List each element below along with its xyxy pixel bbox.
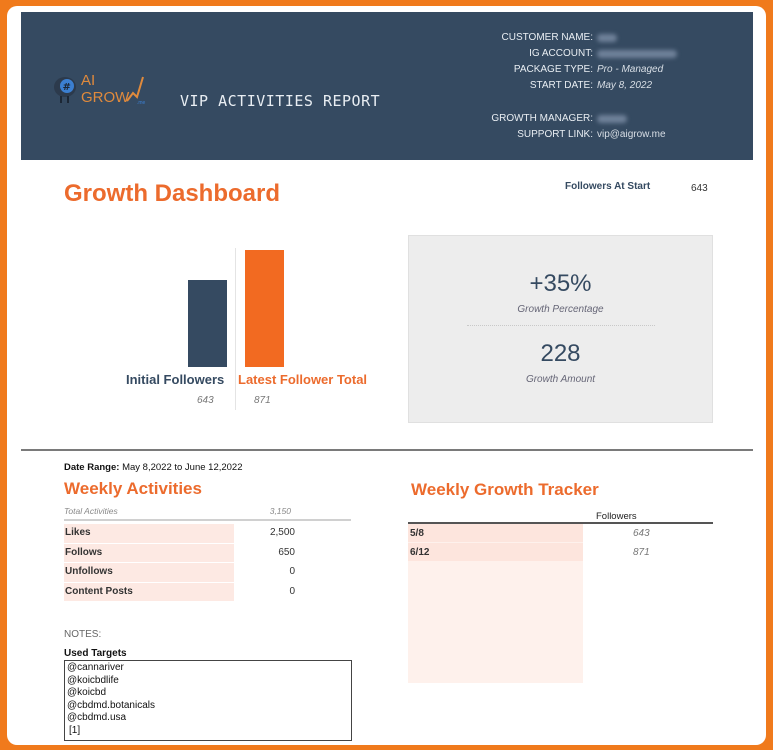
row-bg — [408, 543, 583, 561]
tracker-header: Followers — [408, 510, 713, 524]
report-title: VIP ACTIVITIES REPORT — [180, 92, 381, 110]
target-item: @koicbd — [67, 687, 107, 699]
target-item: @cbdmd.botanicals — [67, 699, 155, 711]
growth-percentage-label: Growth Percentage — [517, 304, 604, 315]
total-activities-label: Total Activities — [64, 506, 118, 516]
bar-initial-followers — [188, 280, 227, 367]
total-activities-value: 3,150 — [269, 506, 291, 516]
followers-at-start-value: 643 — [691, 183, 708, 194]
info-label: START DATE: — [529, 80, 593, 91]
activity-value: 2,500 — [269, 527, 295, 538]
chart-divider — [235, 248, 236, 410]
growth-amount: 228 — [540, 340, 581, 367]
target-item: @cannariver — [67, 662, 124, 673]
date-range-value: May 8,2022 to June 12,2022 — [122, 462, 243, 473]
info-ig-account: IG ACCOUNT: — [451, 48, 751, 62]
report-page: # AI GROW .me VIP ACTIVITIES REPORT CUST… — [7, 6, 766, 745]
bar-value-initial: 643 — [197, 395, 214, 406]
growth-percentage: +35% — [529, 270, 592, 297]
logo-suffix: .me — [137, 100, 146, 106]
weekly-growth-tracker-title: Weekly Growth Tracker — [411, 480, 599, 499]
activity-label: Unfollows — [64, 563, 234, 582]
section-divider — [21, 449, 753, 451]
activity-label: Content Posts — [64, 582, 234, 601]
info-value: Pro - Managed — [597, 64, 664, 75]
table-row: Content Posts 0 — [64, 582, 351, 603]
weekly-activities-title: Weekly Activities — [64, 479, 202, 498]
activity-value: 0 — [289, 585, 295, 597]
table-row: 5/8 643 — [408, 524, 713, 543]
growth-amount-label: Growth Amount — [525, 374, 596, 385]
tracker-date: 5/8 — [410, 528, 424, 539]
logo-text-grow: GROW — [81, 89, 130, 106]
info-label: PACKAGE TYPE: — [513, 64, 593, 75]
growth-tracker-table: Followers 5/8 643 6/12 871 — [408, 510, 713, 683]
bar-latest-followers — [245, 250, 284, 367]
support-email-link[interactable]: vip@aigrow.me — [597, 129, 666, 140]
date-range: Date Range: May 8,2022 to June 12,2022 — [64, 462, 243, 473]
activity-value: 0 — [289, 566, 295, 577]
info-growth-manager: GROWTH MANAGER: — [451, 113, 751, 127]
tracker-followers: 871 — [633, 547, 650, 558]
redacted-value — [597, 115, 627, 123]
redacted-value — [597, 50, 677, 58]
table-row: Follows 650 — [64, 543, 351, 564]
row-bg — [408, 524, 583, 542]
bar-label-latest: Latest Follower Total — [238, 372, 368, 387]
activities-table: Likes 2,500 Follows 650 Unfollows 0 Cont… — [64, 524, 351, 602]
growth-stats-box: +35% Growth Percentage 228 Growth Amount — [408, 235, 713, 423]
activity-label: Follows — [64, 543, 234, 562]
total-activities-row: Total Activities 3,150 — [64, 505, 351, 521]
svg-text:#: # — [63, 82, 71, 93]
tracker-followers: 643 — [633, 528, 650, 539]
target-item: @koicbdlife — [67, 674, 119, 686]
info-label: IG ACCOUNT: — [529, 48, 593, 59]
target-item: [1] — [69, 724, 81, 736]
activity-value: 650 — [278, 546, 295, 558]
info-value: May 8, 2022 — [597, 80, 653, 91]
info-label: SUPPORT LINK: — [517, 129, 593, 140]
info-label: CUSTOMER NAME: — [501, 32, 594, 43]
notes-label: NOTES: — [64, 629, 102, 640]
table-row: Unfollows 0 — [64, 563, 351, 583]
brain-hashtag-icon: # AI GROW .me — [54, 72, 146, 106]
stats-divider — [467, 325, 655, 326]
date-range-label: Date Range: — [64, 462, 120, 473]
report-header: # AI GROW .me VIP ACTIVITIES REPORT CUST… — [21, 12, 753, 160]
info-start-date: START DATE: May 8, 2022 — [451, 80, 751, 94]
aigrow-logo: # AI GROW .me — [51, 69, 151, 109]
used-targets-label: Used Targets — [64, 648, 127, 659]
redacted-value — [597, 34, 617, 42]
target-item: @cbdmd.usa — [67, 712, 127, 724]
tracker-date: 6/12 — [410, 547, 430, 558]
used-targets-box: @cannariver @koicbdlife @koicbd @cbdmd.b… — [64, 660, 352, 741]
info-package-type: PACKAGE TYPE: Pro - Managed — [451, 64, 751, 78]
info-customer-name: CUSTOMER NAME: — [451, 32, 751, 46]
bar-label-initial: Initial Followers — [126, 372, 225, 387]
activity-label: Likes — [64, 524, 234, 543]
logo-text-ai: AI — [81, 72, 95, 89]
followers-column-header: Followers — [596, 511, 637, 522]
table-row: 6/12 871 — [408, 543, 713, 562]
bar-value-latest: 871 — [254, 395, 271, 406]
info-label: GROWTH MANAGER: — [491, 113, 593, 124]
dashboard-title: Growth Dashboard — [64, 180, 281, 207]
table-row: Likes 2,500 — [64, 524, 351, 544]
info-support-link: SUPPORT LINK: vip@aigrow.me — [451, 129, 751, 143]
followers-at-start-label: Followers At Start — [565, 181, 651, 192]
